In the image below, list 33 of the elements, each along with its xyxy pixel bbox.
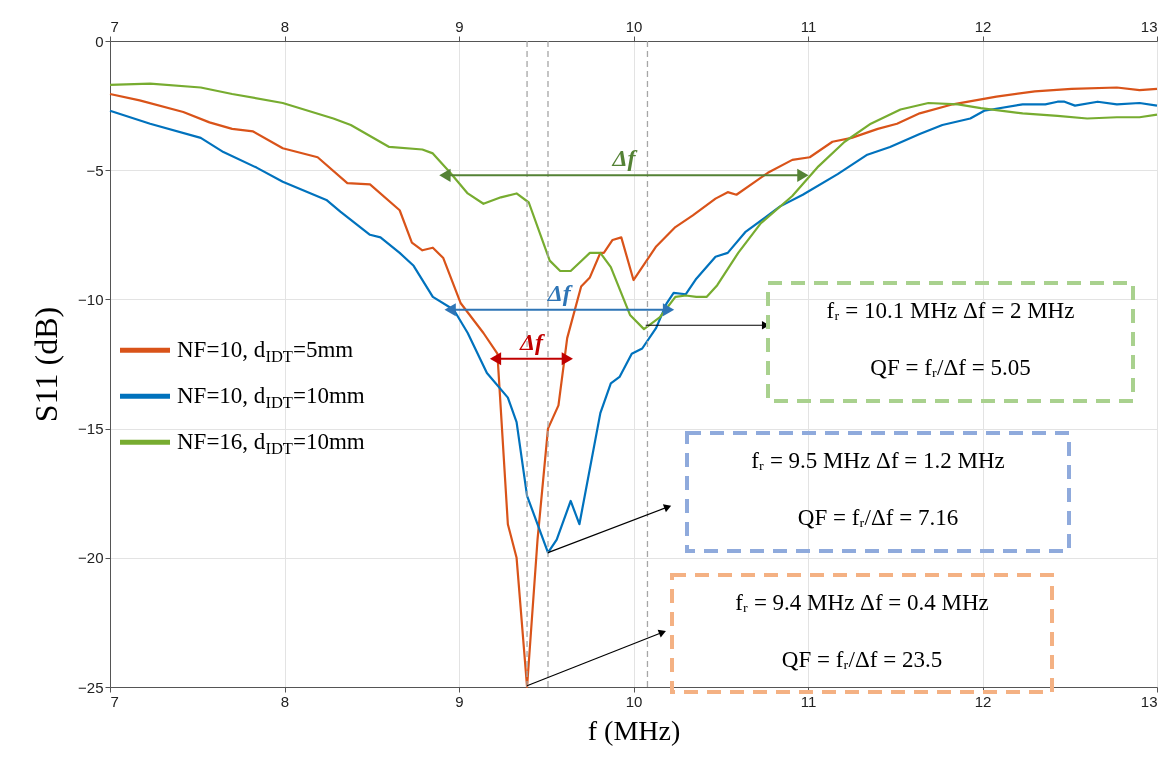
- series-label: Δf: [546, 279, 573, 306]
- x2-tick-label: 7: [110, 17, 119, 35]
- x2-tick-label: 11: [800, 17, 817, 35]
- x2-tick-label: 8: [280, 17, 290, 35]
- x-tick-label: 9: [455, 692, 464, 710]
- y-tick-label: −10: [78, 290, 104, 308]
- annotation: QF = fᵣ/Δf = 7.16: [797, 505, 959, 530]
- x-tick-label: 8: [280, 692, 290, 710]
- x-tick-label: 12: [974, 692, 992, 710]
- y-axis-title: S11 (dB): [28, 306, 65, 423]
- x-tick-label: 13: [1140, 692, 1158, 710]
- y-tick-label: −15: [78, 420, 104, 438]
- y-tick-label: −5: [86, 161, 104, 179]
- x2-tick-label: 13: [1140, 17, 1158, 35]
- y-tick-label: −25: [78, 678, 104, 696]
- line-series: [108, 82, 1159, 331]
- y-tick-label: −20: [78, 549, 104, 567]
- y-tick-label: 0: [95, 32, 104, 50]
- x-axis-title: f (MHz): [587, 714, 681, 746]
- line-series: [108, 100, 1159, 554]
- x-tick-label: 7: [110, 692, 119, 710]
- x-tick-label: 11: [800, 692, 817, 710]
- series-label: Δf: [611, 145, 638, 172]
- annotation: QF = fᵣ/Δf = 5.05: [870, 355, 1031, 380]
- x2-tick-label: 9: [455, 17, 464, 35]
- x2-tick-label: 12: [974, 17, 992, 35]
- x2-tick-label: 10: [625, 17, 643, 35]
- series-label: Δf: [518, 328, 545, 355]
- annotation: fᵣ = 9.4 MHz Δf = 0.4 MHz: [735, 590, 989, 615]
- annotation: fᵣ = 10.1 MHz Δf = 2 MHz: [826, 298, 1075, 323]
- annotation: QF = fᵣ/Δf = 23.5: [781, 647, 943, 672]
- annotation: fᵣ = 9.5 MHz Δf = 1.2 MHz: [751, 448, 1005, 473]
- x-tick-label: 10: [625, 692, 643, 710]
